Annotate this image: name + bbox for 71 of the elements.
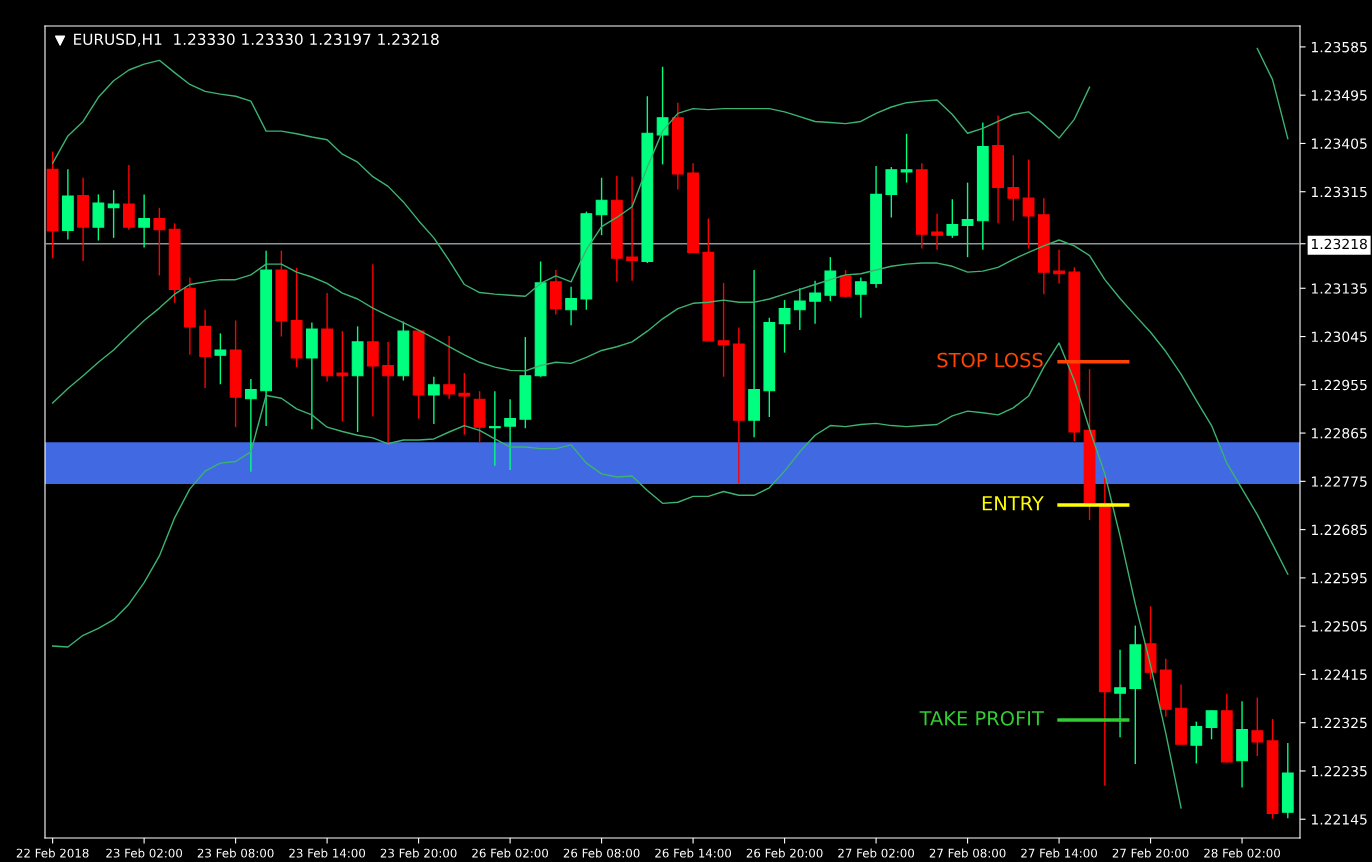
x-tick-label: 26 Feb 14:00	[655, 848, 732, 858]
candlestick	[656, 66, 669, 166]
candlestick	[427, 376, 440, 425]
candlestick	[122, 164, 135, 231]
candlestick	[961, 181, 974, 258]
ref-line-label: STOP LOSS	[937, 352, 1043, 368]
x-tick-label: 26 Feb 20:00	[746, 848, 823, 858]
ref-line-label: TAKE PROFIT	[919, 710, 1044, 726]
x-tick-label: 26 Feb 08:00	[563, 848, 640, 858]
candlestick	[1022, 158, 1035, 250]
y-tick-label: 1.22235	[1311, 765, 1367, 777]
candlestick	[778, 299, 791, 354]
candlestick	[900, 133, 913, 184]
candlestick	[214, 332, 227, 385]
candlestick	[488, 390, 501, 467]
line-series	[51, 239, 1289, 575]
y-tick-label: 1.23495	[1311, 90, 1367, 101]
x-tick-label: 26 Feb 02:00	[472, 848, 549, 858]
y-tick-label: 1.22865	[1311, 428, 1367, 439]
candlestick	[839, 269, 852, 299]
candlestick	[854, 276, 867, 319]
candlestick	[336, 330, 349, 422]
candlestick	[1007, 154, 1020, 222]
x-tick-label: 27 Feb 14:00	[1021, 848, 1097, 858]
candlestick	[504, 398, 516, 471]
y-tick-label: 1.22685	[1311, 524, 1367, 536]
y-tick-label: 1.22325	[1311, 717, 1367, 729]
candlestick	[717, 282, 730, 378]
candlestick	[153, 207, 166, 277]
candlestick	[1114, 649, 1126, 738]
x-tick-label: 23 Feb 02:00	[106, 848, 183, 858]
y-tick-label: 1.22415	[1311, 669, 1367, 680]
y-tick-label: 1.22595	[1311, 572, 1367, 584]
candlestick	[809, 280, 821, 325]
x-tick-label: 27 Feb 20:00	[1112, 848, 1189, 858]
x-tick-label: 23 Feb 08:00	[197, 848, 274, 858]
y-tick-label: 1.23218	[1311, 238, 1367, 250]
candlestick	[931, 213, 943, 251]
candlestick	[793, 287, 806, 331]
candlestick	[382, 341, 394, 445]
x-tick-label: 28 Feb 02:00	[1204, 848, 1280, 858]
y-tick-label: 1.22955	[1311, 379, 1367, 391]
x-tick-label: 23 Feb 20:00	[380, 848, 457, 858]
y-tick-label: 1.23315	[1311, 186, 1367, 198]
candlestick	[946, 198, 959, 239]
y-tick-label: 1.23045	[1311, 331, 1367, 343]
y-tick-label: 1.23585	[1311, 41, 1367, 53]
candlestick	[1053, 248, 1065, 285]
y-tick-label: 1.22775	[1311, 476, 1367, 487]
candlestick	[565, 285, 577, 326]
chart-title: EURUSD,H1 1.23330 1.23330 1.23197 1.23218	[74, 33, 439, 47]
candlestick	[595, 177, 608, 236]
y-tick-label: 1.22145	[1311, 814, 1367, 825]
candlestick	[1190, 720, 1203, 765]
y-tick-label: 1.22505	[1311, 621, 1367, 632]
x-tick-label: 27 Feb 08:00	[929, 848, 1006, 858]
y-tick-label: 1.23135	[1311, 283, 1367, 294]
candlestick	[138, 193, 151, 249]
candlestick	[458, 372, 471, 436]
candlestick	[1251, 696, 1264, 757]
x-tick-label: 23 Feb 14:00	[289, 848, 366, 858]
candlestick	[443, 335, 455, 400]
x-tick-label: 22 Feb 2018	[16, 848, 89, 858]
ref-line-label: ENTRY	[982, 496, 1044, 511]
y-tick-label: 1.23405	[1311, 138, 1367, 149]
x-tick-label: 27 Feb 02:00	[838, 848, 915, 858]
candlestick	[1205, 709, 1218, 741]
candlestick	[626, 176, 638, 282]
candlestick	[244, 378, 257, 473]
line-series	[51, 342, 1182, 809]
candlestick	[107, 189, 120, 239]
